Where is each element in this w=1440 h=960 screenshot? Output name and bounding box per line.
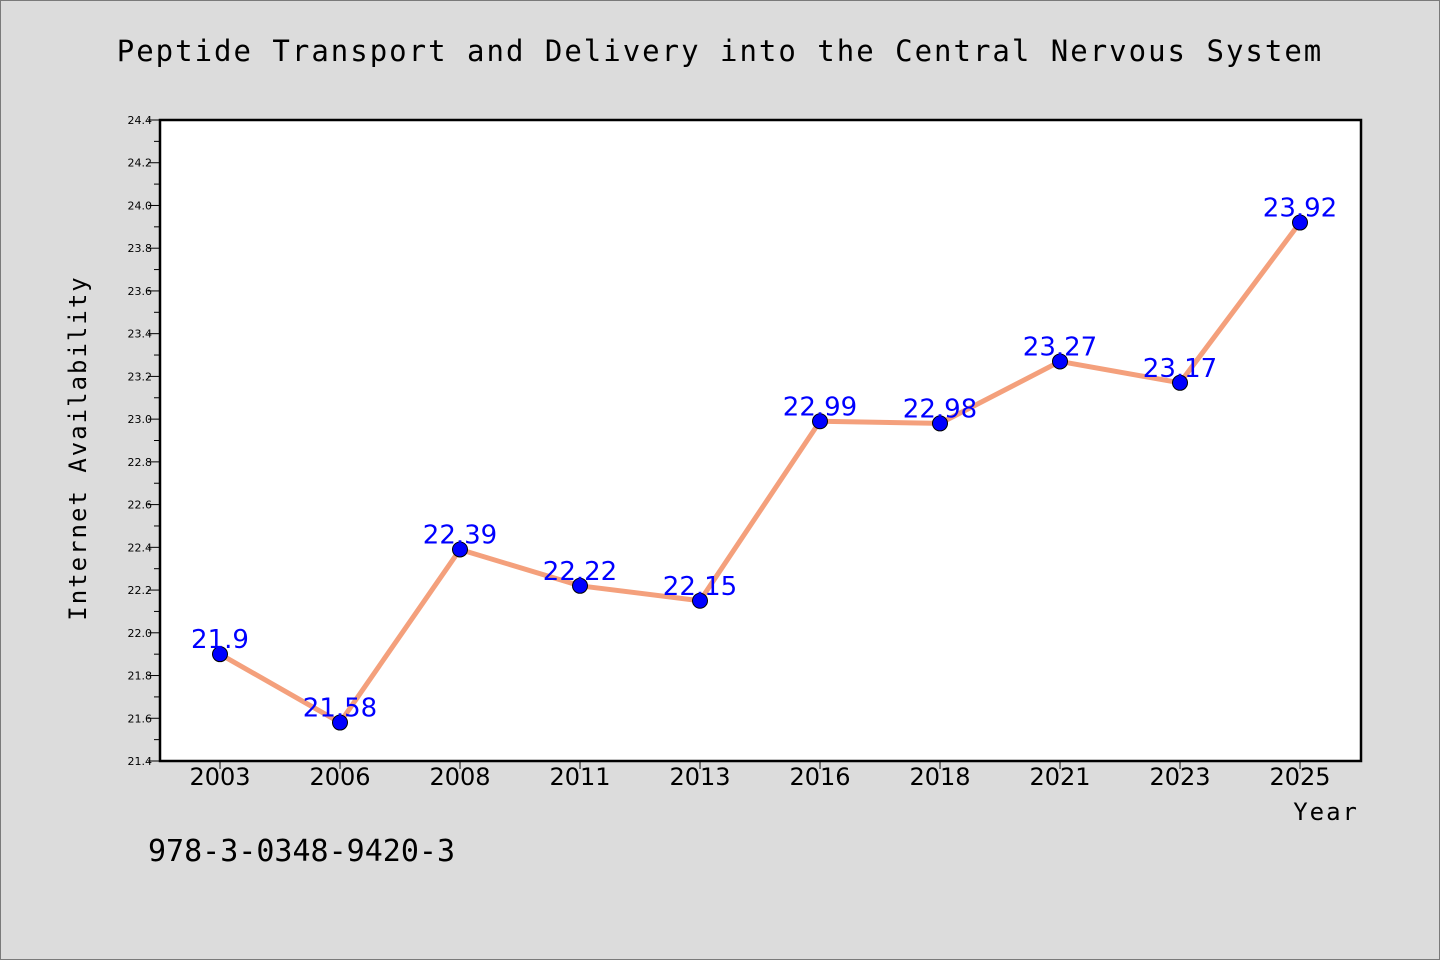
y-tick-label: 24.0 (128, 199, 153, 212)
plot-area (158, 118, 1363, 763)
y-tick-label: 21.8 (128, 670, 153, 683)
data-point (1292, 214, 1308, 231)
x-tick-label: 2021 (1029, 763, 1090, 791)
y-axis: 21.4 21.6 21.8 22.0 22.2 22.4 22.6 22.8 23.0 23.2… (128, 114, 160, 768)
series-group: 21.9 21.58 22.39 22.22 22.15 22.99 22.98 23.27 2… (191, 194, 1337, 731)
x-tick-label: 2006 (309, 763, 370, 791)
chart-title: Peptide Transport and Delivery into the … (116, 34, 1324, 68)
x-tick-label: 2011 (549, 763, 610, 791)
y-tick-label: 22.6 (128, 499, 153, 512)
y-axis-title: Internet Availability (64, 275, 92, 620)
data-label: 23.27 (1023, 332, 1097, 362)
data-label: 23.92 (1263, 194, 1337, 224)
y-tick-label: 22.4 (128, 541, 153, 554)
data-point (572, 577, 588, 594)
data-label: 22.22 (543, 557, 617, 587)
data-label: 22.99 (783, 392, 857, 422)
data-label: 22.15 (663, 572, 737, 602)
y-tick-label: 22.2 (128, 584, 153, 597)
x-tick-label: 2008 (429, 763, 490, 791)
data-point (1052, 353, 1068, 370)
x-tick-label: 2013 (669, 763, 730, 791)
y-tick-label: 22.0 (128, 627, 153, 640)
x-tick-label: 2016 (789, 763, 850, 791)
y-tick-label: 23.0 (128, 413, 153, 426)
y-tick-label: 21.4 (128, 755, 153, 768)
y-tick-label: 23.8 (128, 242, 153, 255)
data-point (212, 646, 228, 663)
x-tick-label: 2018 (909, 763, 970, 791)
data-point (932, 415, 948, 432)
data-label: 21.58 (303, 694, 377, 724)
series-line (217, 220, 1303, 726)
x-axis-title: Year (1293, 798, 1359, 826)
y-tick-label: 23.4 (128, 328, 153, 341)
data-label: 22.98 (903, 394, 977, 424)
x-tick-label: 2025 (1269, 763, 1330, 791)
x-tick-label: 2023 (1149, 763, 1210, 791)
data-label: 22.39 (423, 520, 497, 550)
data-point (452, 541, 468, 558)
y-tick-label: 21.6 (128, 712, 153, 725)
data-point (332, 714, 348, 731)
data-point (1172, 374, 1188, 391)
y-tick-label: 22.8 (128, 456, 153, 469)
isbn-text: 978-3-0348-9420-3 (148, 834, 456, 869)
y-tick-label: 24.4 (128, 114, 153, 127)
y-tick-label: 24.2 (128, 157, 153, 170)
y-tick-label: 23.2 (128, 370, 153, 383)
y-tick-label: 23.6 (128, 285, 153, 298)
x-tick-label: 2003 (189, 763, 250, 791)
data-label: 23.17 (1143, 354, 1217, 384)
data-point (692, 592, 708, 609)
x-axis: 2003 2006 2008 2011 2013 2016 2018 2021 2023 2025 (189, 761, 1331, 791)
data-label: 21.9 (191, 625, 249, 655)
data-point (812, 413, 828, 430)
